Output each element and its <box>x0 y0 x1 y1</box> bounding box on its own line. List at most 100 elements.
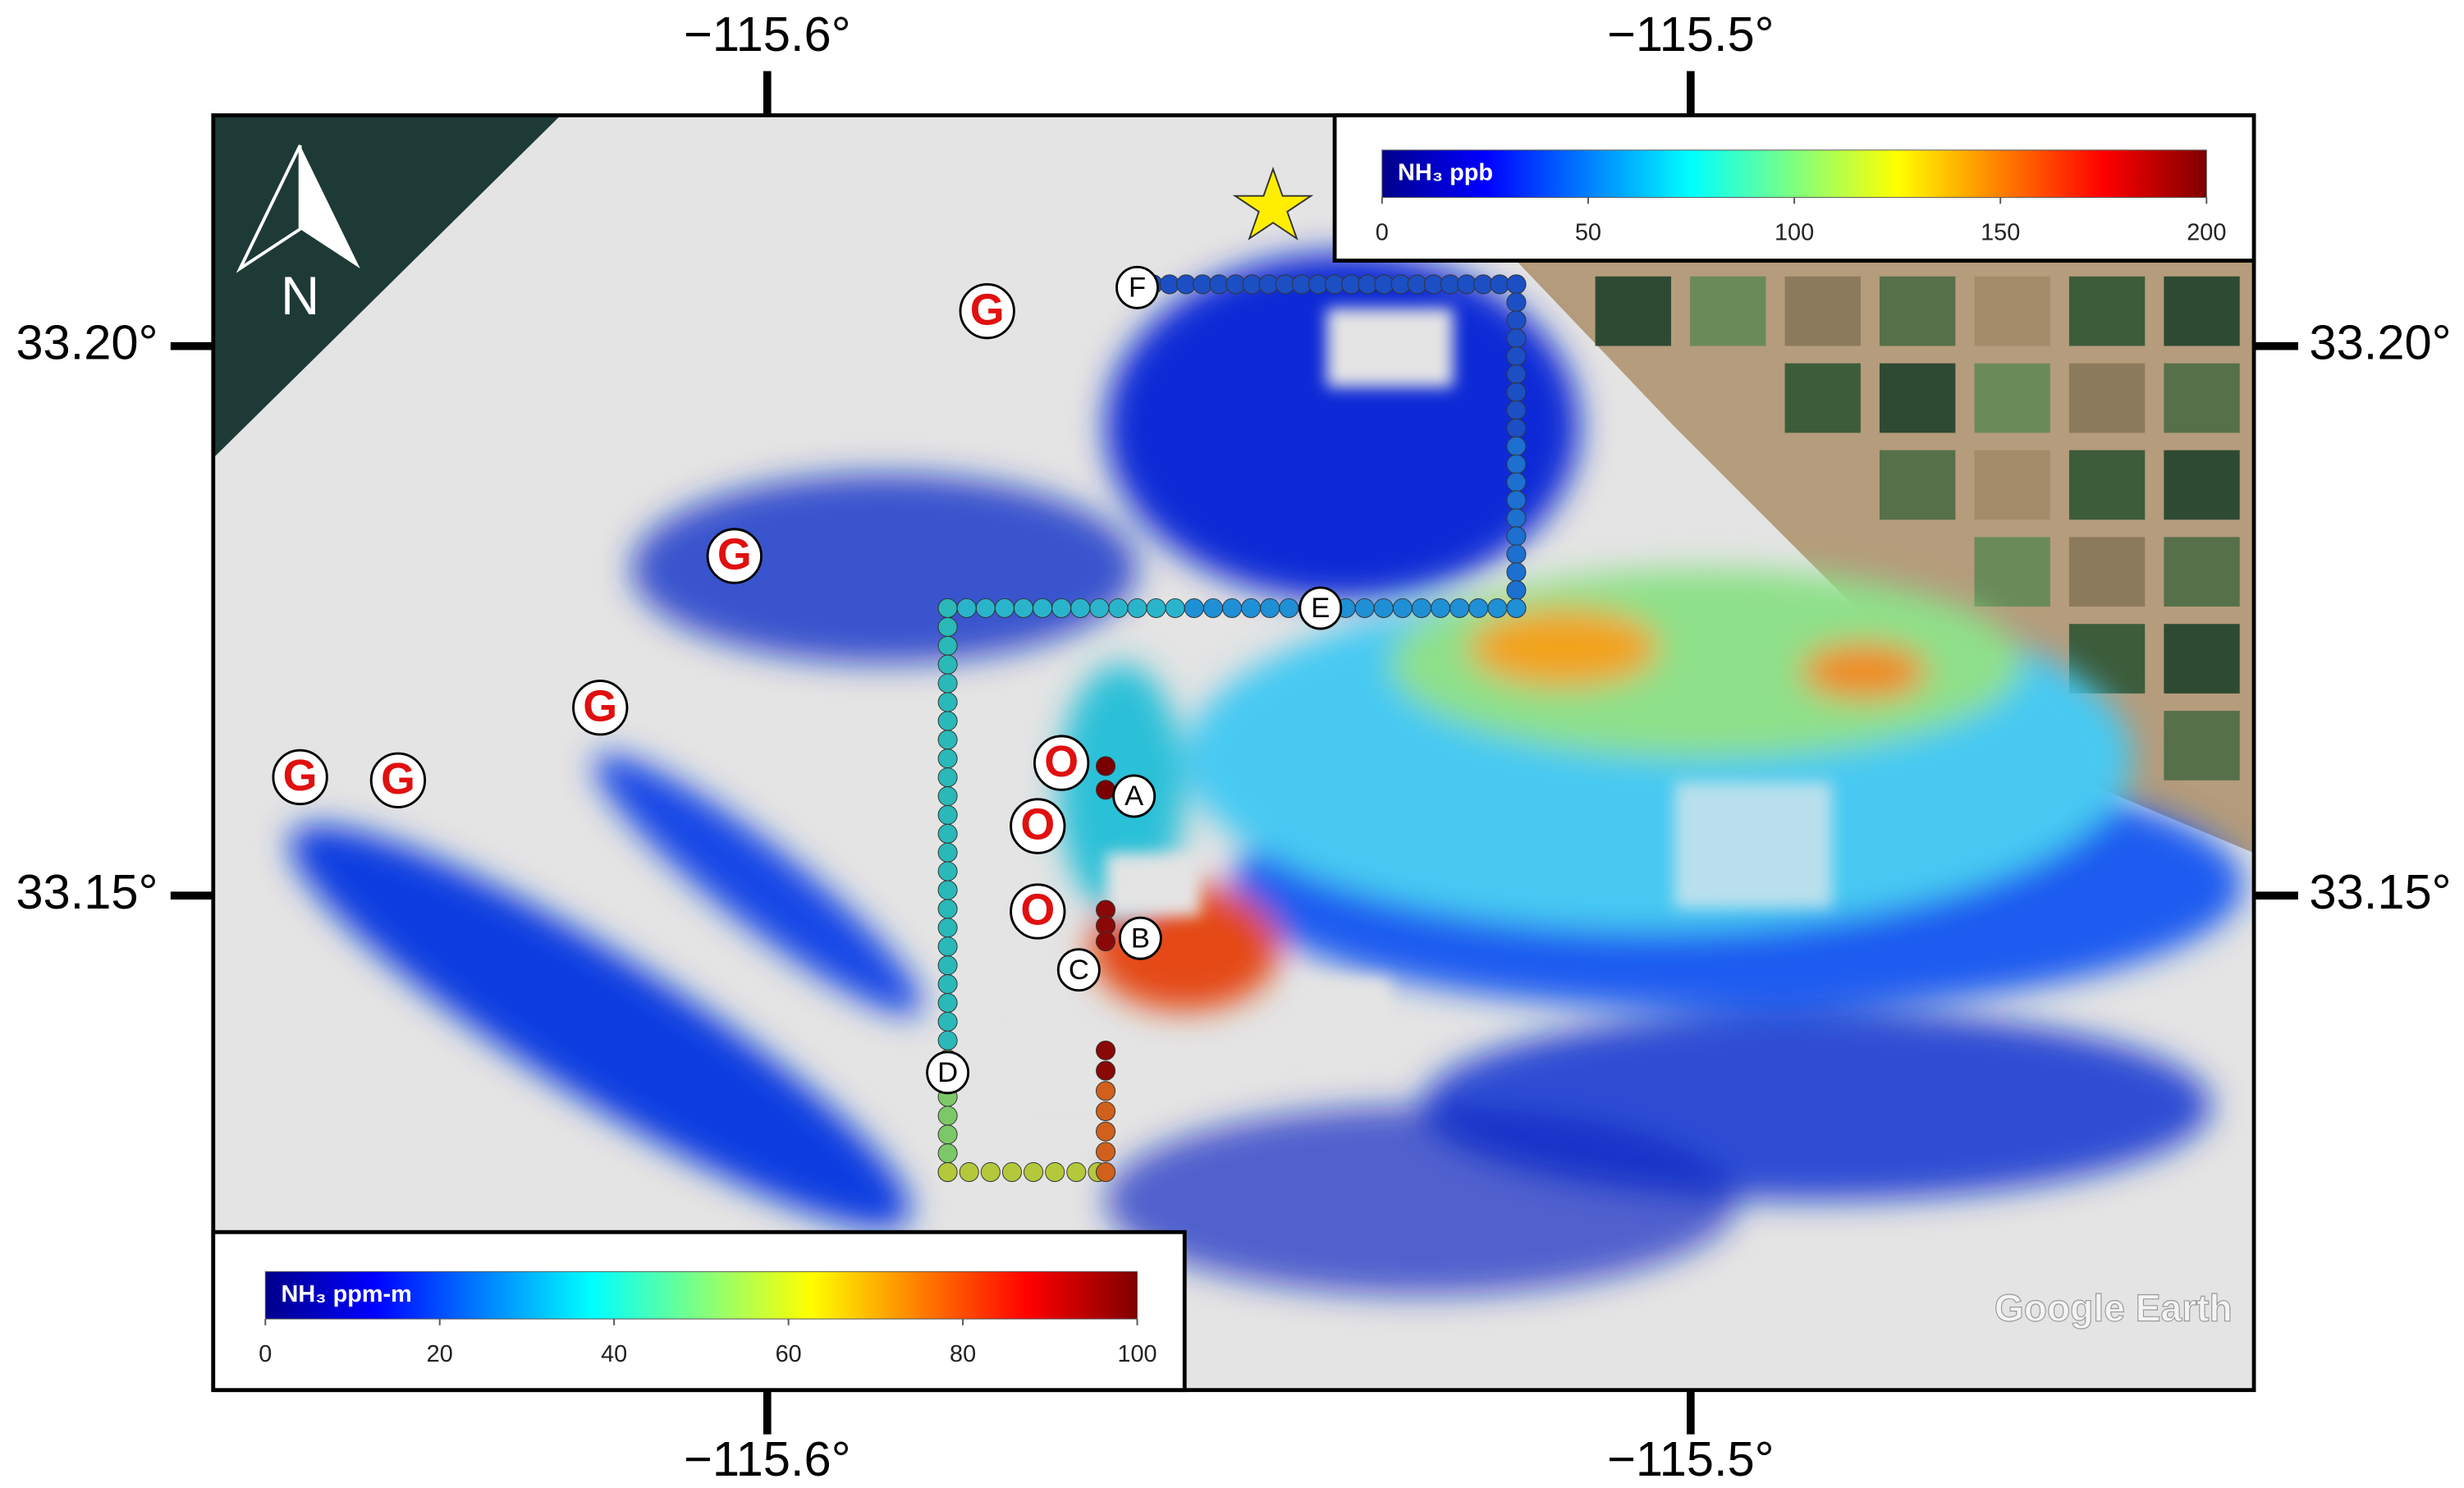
track-dot <box>1127 597 1147 619</box>
field <box>2068 363 2146 433</box>
track-dot <box>1506 526 1527 547</box>
track-dot <box>1506 490 1527 510</box>
colorbar-tick-label: 0 <box>259 1341 272 1367</box>
track-dot <box>1373 597 1394 619</box>
track-dot <box>1325 274 1345 295</box>
colorbar-tick-label: 60 <box>776 1341 802 1367</box>
field <box>1974 450 2050 520</box>
site-label: G <box>381 754 415 804</box>
colorbar-tick-label: 150 <box>1981 219 2020 245</box>
colorbar-title: NH₃ ppb <box>1398 159 1493 185</box>
track-dot <box>1411 597 1431 619</box>
track-dot <box>937 823 958 844</box>
field <box>1784 276 1861 346</box>
track-dot <box>1392 597 1413 619</box>
track-dot <box>937 899 958 919</box>
track-dot <box>1440 274 1460 295</box>
track-dot <box>1175 274 1197 295</box>
north-arrow: N <box>236 144 360 326</box>
site-marker <box>1115 265 1159 309</box>
track-dot <box>937 749 958 769</box>
site-label: D <box>937 1057 958 1088</box>
track-dot <box>1096 1162 1116 1183</box>
track-dot <box>1241 597 1262 619</box>
field <box>2164 363 2240 433</box>
colorbar-tick-label: 40 <box>601 1341 627 1367</box>
colorbar-tick-label: 50 <box>1575 219 1601 245</box>
x-tick-label: −115.5° <box>1607 1431 1774 1486</box>
site-label: B <box>1131 923 1150 954</box>
colorbar-tick-label: 100 <box>1117 1341 1156 1367</box>
track-dot <box>1473 274 1494 295</box>
site-marker <box>1056 948 1101 992</box>
field <box>2068 276 2146 346</box>
track-dot <box>937 730 958 750</box>
colorbar-title: NH₃ ppm-m <box>282 1281 412 1307</box>
track-dot <box>1506 364 1527 385</box>
colorbars: NH₃ ppm-m 0 20 40 60 80 100 NH₃ ppb 0 50 100 150 200 <box>211 113 2256 1393</box>
track-dot <box>1374 274 1395 295</box>
track-dot <box>937 785 958 807</box>
track-dot <box>1506 328 1527 349</box>
site-marker <box>706 528 763 584</box>
track-dot <box>937 936 958 957</box>
field <box>2164 537 2240 607</box>
track-dot <box>937 1124 958 1145</box>
field <box>2068 537 2146 607</box>
track-dot <box>1506 310 1527 331</box>
track-dot <box>937 861 958 881</box>
track-dot <box>1407 274 1427 295</box>
track-dot <box>937 767 958 788</box>
field <box>1879 450 1956 520</box>
track-dot <box>1354 597 1375 619</box>
x-tick-label: −115.6° <box>684 1431 850 1486</box>
site-marker <box>1010 883 1066 940</box>
track-dot <box>1487 597 1508 619</box>
track-dot <box>1096 780 1116 800</box>
track-dot <box>937 1030 958 1051</box>
field <box>1595 276 1671 346</box>
site-marker <box>272 749 328 806</box>
track-dot <box>1506 400 1527 420</box>
x-tick-label: −115.5° <box>1607 7 1774 62</box>
site-marker <box>369 752 427 808</box>
track-dot <box>1209 274 1230 295</box>
track-dot <box>1096 1081 1116 1101</box>
track-dot <box>994 597 1014 619</box>
track-dot <box>1457 274 1477 295</box>
vehicle-track <box>937 274 1527 1183</box>
track-dot <box>1221 597 1243 619</box>
site-marker <box>1118 916 1162 960</box>
field <box>2068 450 2146 520</box>
track-dot <box>1089 597 1110 619</box>
field <box>2164 276 2240 346</box>
site-label: O <box>1020 800 1055 849</box>
track-dot <box>1193 274 1213 295</box>
track-dot <box>1045 1162 1065 1183</box>
track-dot <box>1165 597 1185 619</box>
track-dot <box>1258 274 1279 295</box>
site-marker <box>1033 735 1090 791</box>
field <box>1879 363 1956 433</box>
y-tick-label: 33.15° <box>16 864 158 919</box>
map-frame <box>211 113 2256 1393</box>
track-dot <box>1506 544 1527 565</box>
track-dot <box>937 955 958 976</box>
site-marker <box>959 282 1015 340</box>
track-dot <box>1051 597 1072 619</box>
track-dot <box>1506 346 1527 367</box>
colorbar-tick-label: 0 <box>1376 219 1389 245</box>
y-tick-label: 33.20° <box>2309 314 2451 369</box>
site-label: O <box>1020 886 1055 935</box>
track-dot <box>1096 1142 1116 1162</box>
site-marker <box>1298 586 1343 630</box>
track-dot <box>980 1162 1001 1183</box>
field <box>2164 450 2240 520</box>
track-dot <box>1390 274 1411 295</box>
field <box>1974 363 2050 433</box>
star <box>1232 167 1314 241</box>
track-dot <box>1506 562 1527 583</box>
